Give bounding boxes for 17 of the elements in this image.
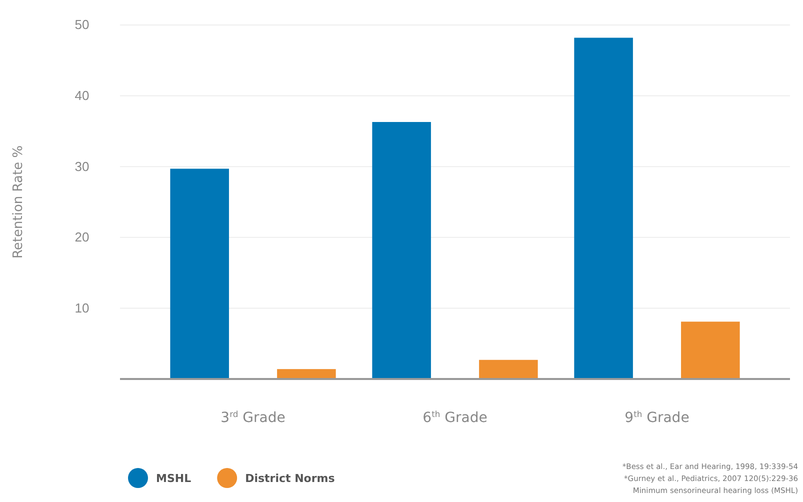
y-tick-label: 50 [74, 17, 90, 32]
bar [277, 369, 336, 379]
bar [479, 360, 538, 379]
legend-label: District Norms [245, 472, 336, 485]
y-axis-title: Retention Rate % [11, 145, 26, 259]
bar [574, 38, 633, 379]
y-tick-label: 40 [74, 88, 90, 103]
x-tick-label: 3$^{rd}$ Grade [220, 409, 286, 426]
bar [681, 322, 740, 379]
y-tick-label: 10 [74, 300, 90, 316]
bar [170, 168, 229, 379]
legend-label: MSHL [156, 472, 192, 485]
bar [372, 122, 431, 379]
x-tick-label: 9$^{th}$ Grade [624, 409, 690, 426]
y-tick-label: 30 [74, 158, 90, 174]
x-tick-label: 6$^{th}$ Grade [422, 409, 488, 426]
y-tick-label: 20 [74, 230, 90, 245]
